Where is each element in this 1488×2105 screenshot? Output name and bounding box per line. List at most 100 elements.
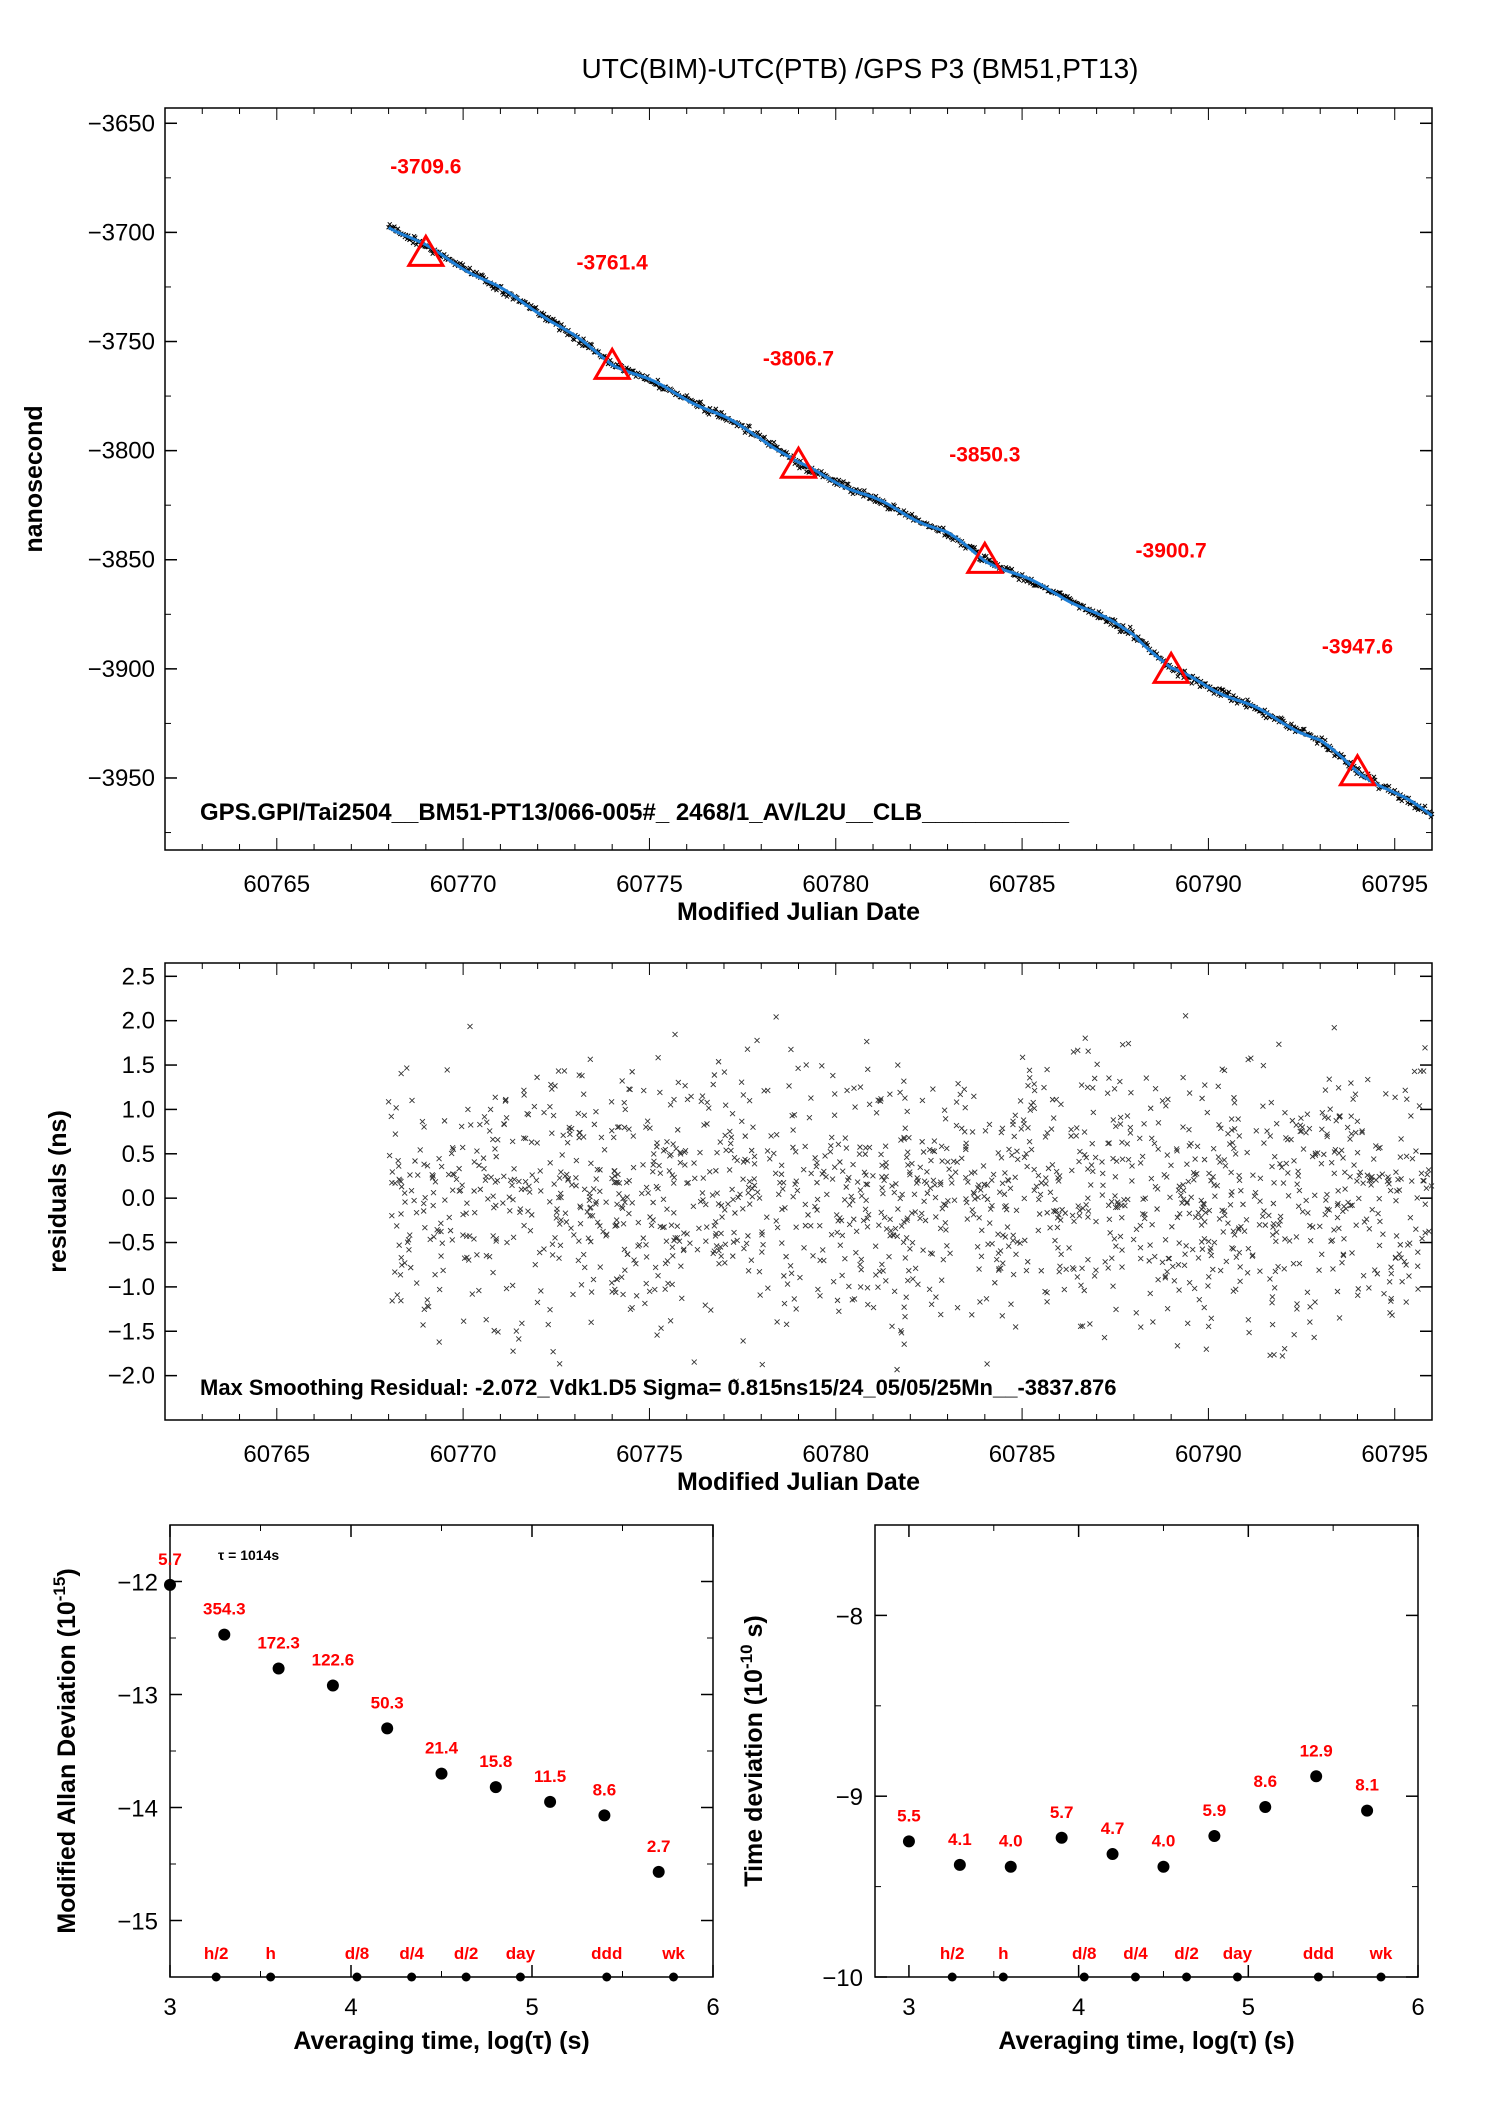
residual-point <box>1006 1146 1012 1153</box>
residual-point <box>902 1095 908 1101</box>
residual-point <box>1133 1226 1140 1233</box>
residual-point <box>902 1125 909 1131</box>
residual-point <box>385 1099 392 1105</box>
residual-point <box>507 1177 514 1184</box>
residual-point <box>1376 1242 1383 1249</box>
residual-point <box>716 1247 722 1254</box>
residual-point <box>837 1242 844 1248</box>
residual-point <box>1409 1155 1416 1162</box>
residual-point <box>578 1281 585 1288</box>
residual-point <box>1196 1296 1203 1303</box>
residual-point <box>559 1152 566 1158</box>
residual-point <box>681 1246 687 1252</box>
residual-point <box>703 1238 709 1245</box>
residual-point <box>577 1204 584 1211</box>
time-mark-dot <box>352 1972 362 1982</box>
residual-point <box>894 1062 901 1068</box>
residual-point <box>915 1177 921 1184</box>
residual-point <box>951 1197 958 1203</box>
residual-point <box>1174 1342 1181 1349</box>
data-point <box>836 477 842 483</box>
residual-point <box>490 1233 496 1239</box>
residual-point <box>861 1169 868 1176</box>
residual-point <box>1087 1182 1094 1188</box>
residual-point <box>1291 1331 1297 1338</box>
y-tick-label: −13 <box>117 1683 158 1710</box>
residual-point <box>791 1296 798 1302</box>
residual-point <box>793 1306 800 1312</box>
residual-point <box>1413 1148 1419 1154</box>
residual-point <box>797 1274 803 1281</box>
residual-point <box>1085 1195 1091 1202</box>
residual-point <box>546 1198 553 1205</box>
residual-point <box>972 1196 978 1202</box>
residual-point <box>803 1062 810 1068</box>
deviation-point <box>489 1781 502 1794</box>
residual-point <box>1396 1187 1403 1193</box>
residual-point <box>718 1253 724 1260</box>
figure-title: UTC(BIM)-UTC(PTB) /GPS P3 (BM51,PT13) <box>582 53 1139 84</box>
residual-point <box>480 1155 487 1161</box>
residual-point <box>1106 1075 1112 1081</box>
residual-point <box>1044 1209 1050 1216</box>
residual-point <box>1322 1087 1329 1093</box>
time-mark-dot <box>602 1972 612 1982</box>
residual-point <box>922 1217 929 1224</box>
residual-point <box>1257 1175 1264 1182</box>
residual-point <box>1206 1170 1212 1177</box>
residual-point <box>1089 1168 1096 1175</box>
residual-point <box>532 1261 539 1268</box>
residual-point <box>556 1255 562 1262</box>
residual-point <box>888 1227 894 1234</box>
residual-point <box>1110 1155 1116 1162</box>
residual-point <box>446 1214 453 1221</box>
residual-point <box>1087 1321 1093 1327</box>
residual-point <box>1211 1239 1218 1246</box>
residual-point <box>817 1293 823 1299</box>
residual-point <box>633 1260 639 1267</box>
residual-point <box>863 1197 869 1204</box>
x-tick-label: 60775 <box>616 871 683 898</box>
residual-point <box>651 1286 658 1293</box>
residual-point <box>843 1184 850 1190</box>
residual-point <box>791 1111 798 1118</box>
residual-point <box>751 1176 758 1182</box>
residual-point <box>1220 1229 1227 1235</box>
residual-point <box>898 1137 904 1143</box>
residual-point <box>1047 1189 1054 1196</box>
residual-point <box>699 1093 706 1099</box>
residual-point <box>794 1187 801 1194</box>
residual-point <box>620 1221 627 1227</box>
residual-point <box>857 1187 864 1193</box>
residual-point <box>554 1206 560 1212</box>
residual-point <box>622 1106 629 1113</box>
y-tick-label: −0.5 <box>108 1230 155 1257</box>
deviation-point <box>1106 1848 1119 1861</box>
residual-point <box>577 1129 583 1136</box>
residual-point <box>907 1171 913 1178</box>
residual-point <box>795 1065 801 1072</box>
residual-point <box>1012 1112 1019 1119</box>
residual-point <box>697 1198 704 1205</box>
residual-point <box>626 1177 633 1184</box>
residual-point <box>1054 1215 1061 1221</box>
residual-point <box>1307 1304 1313 1310</box>
residual-point <box>1334 1214 1341 1221</box>
residual-point <box>902 1255 909 1261</box>
residual-point <box>611 1168 618 1174</box>
residual-point <box>1227 1202 1234 1208</box>
residual-point <box>717 1244 724 1250</box>
residual-point <box>1231 1232 1238 1238</box>
residual-point <box>650 1151 657 1157</box>
residual-point <box>918 1210 925 1217</box>
residual-point <box>1270 1200 1277 1207</box>
residual-point <box>420 1322 426 1328</box>
residual-point <box>1139 1211 1146 1217</box>
residual-point <box>1370 1156 1377 1162</box>
residual-point <box>774 1319 780 1325</box>
residual-point <box>608 1098 615 1105</box>
residual-point <box>552 1083 558 1089</box>
residual-point <box>688 1093 694 1100</box>
residual-point <box>1047 1225 1053 1231</box>
residual-point <box>1106 1216 1113 1223</box>
